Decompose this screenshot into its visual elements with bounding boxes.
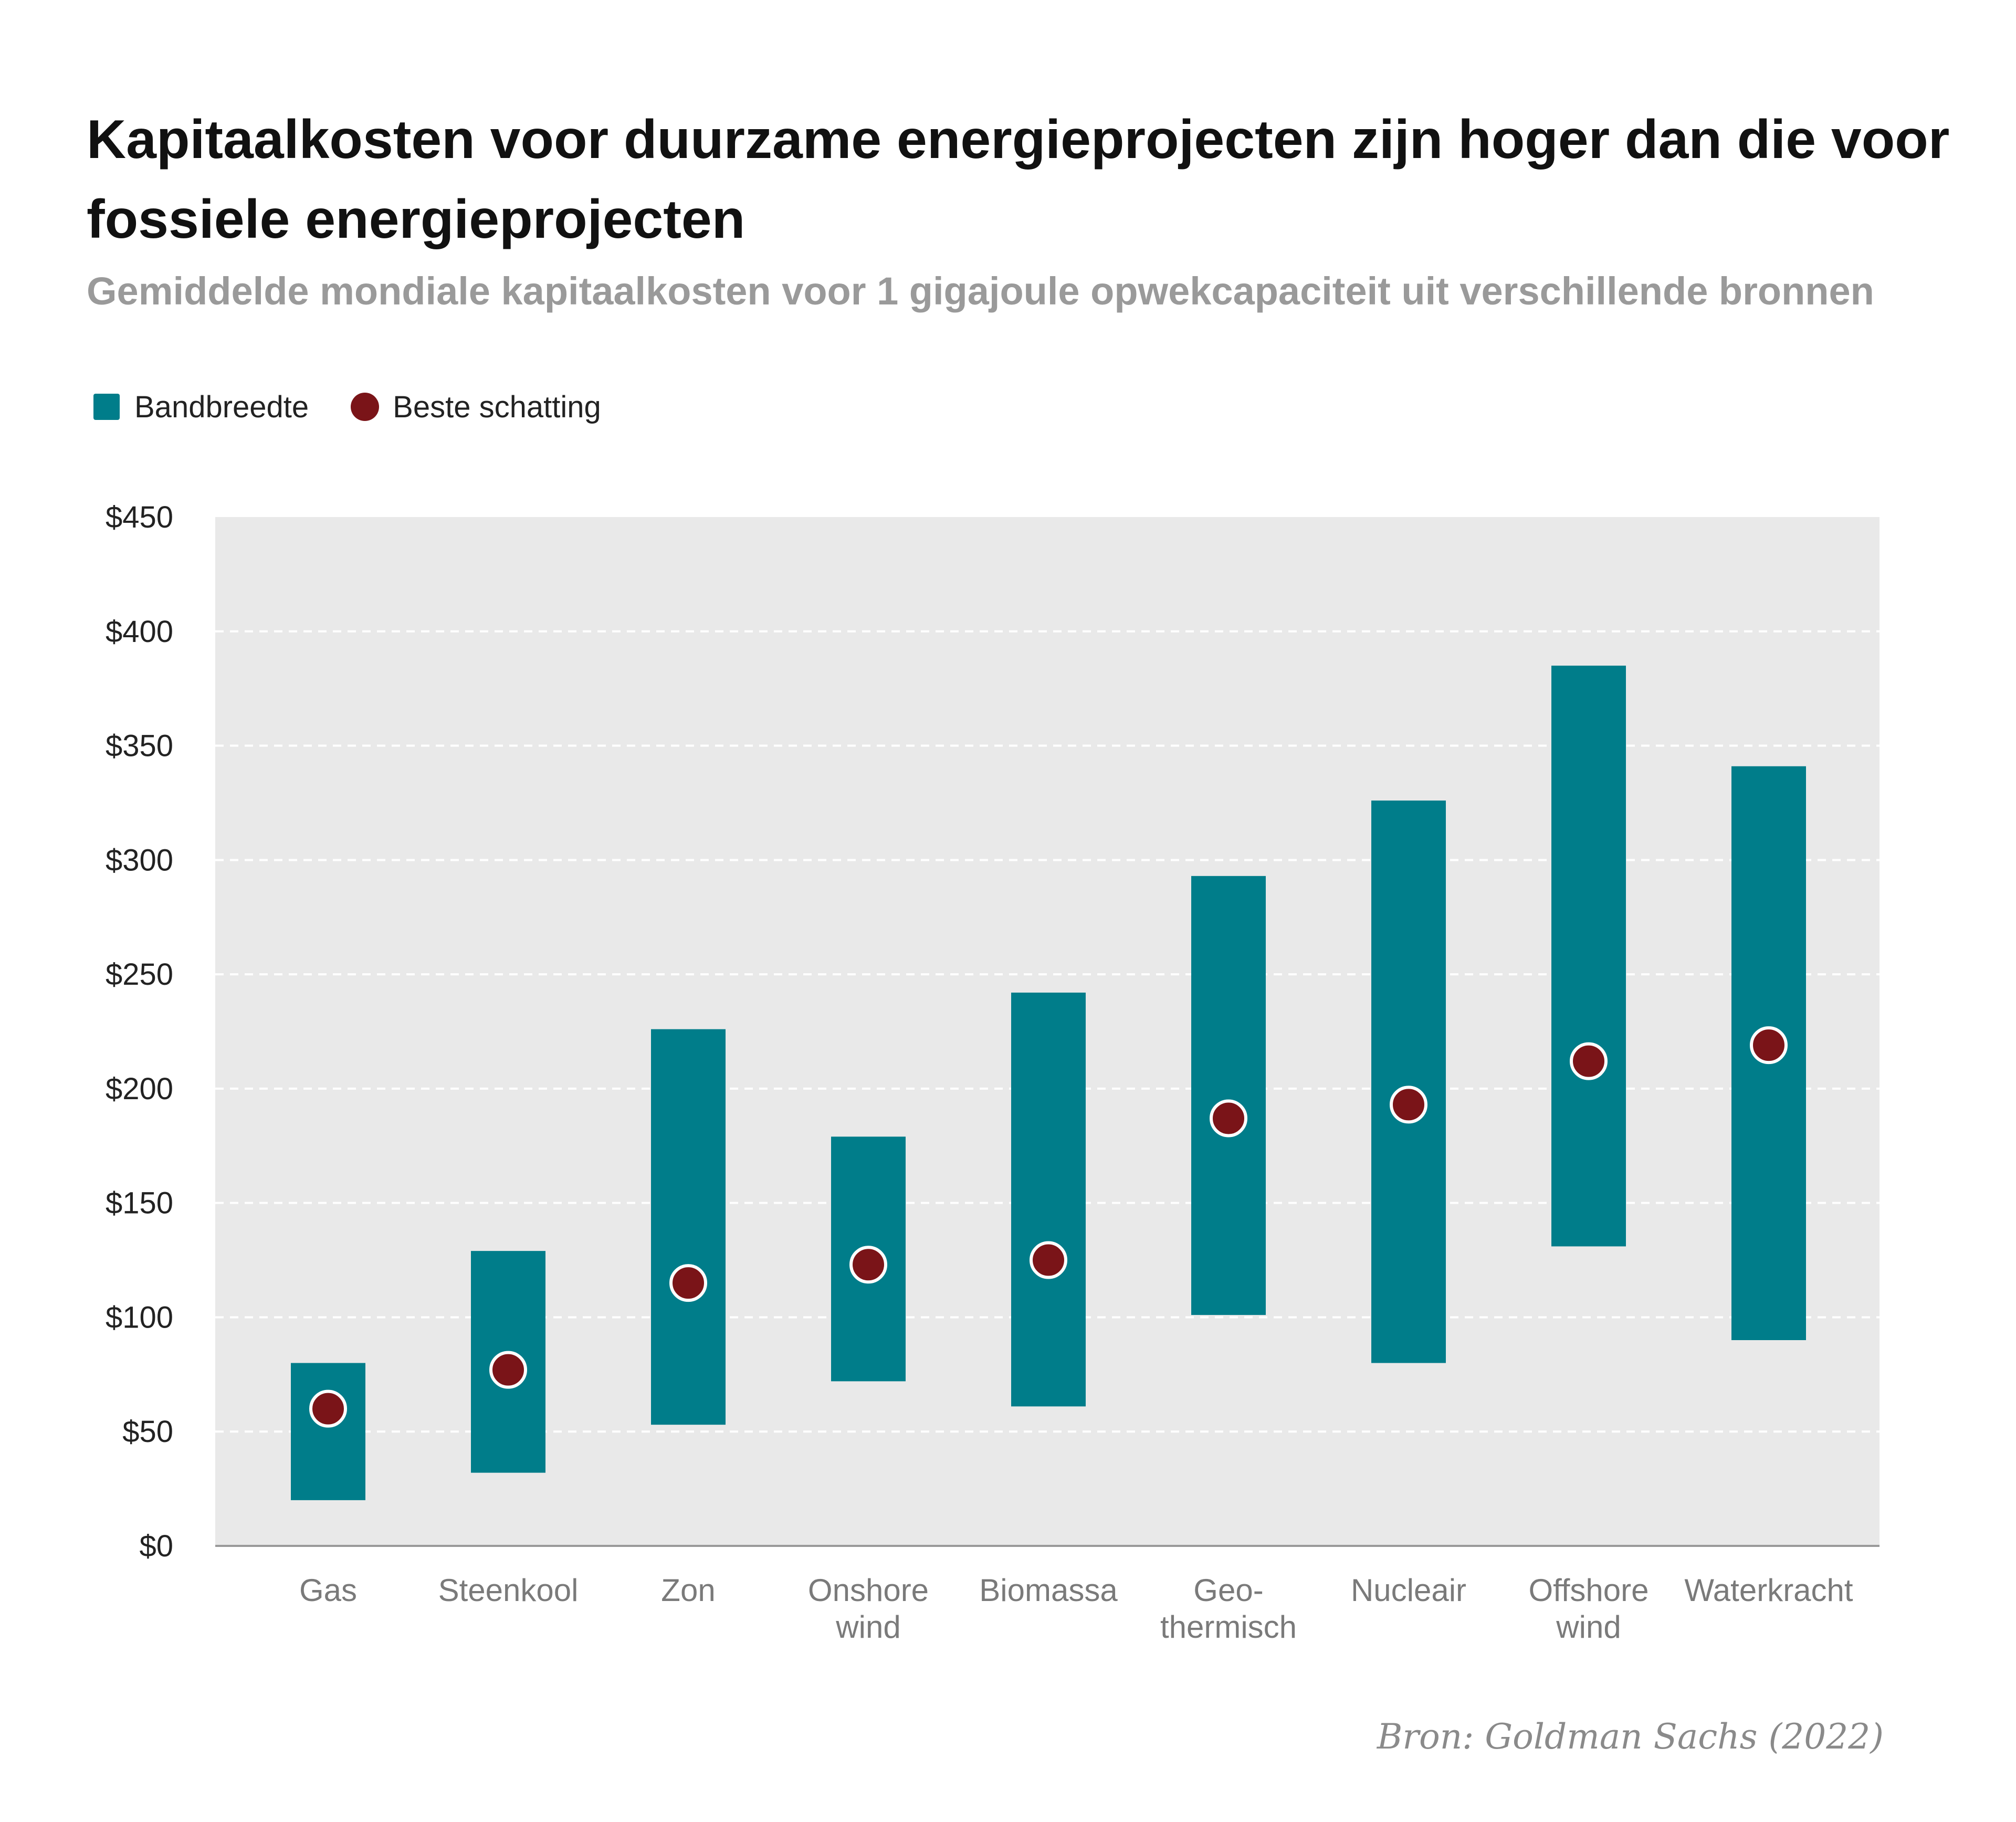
x-tick-label-line: thermisch <box>1160 1609 1297 1645</box>
legend: Bandbreedte Beste schatting <box>93 386 643 428</box>
y-tick-label: $50 <box>122 1415 173 1449</box>
x-tick-label: Nucleair <box>1351 1573 1466 1608</box>
range-bar <box>1011 992 1086 1407</box>
chart-subtitle: Gemiddelde mondiale kapitaalkosten voor … <box>87 269 1874 313</box>
legend-band-swatch <box>93 394 120 420</box>
x-tick-label-line: wind <box>1556 1609 1621 1645</box>
x-tick-label: Gas <box>299 1573 357 1608</box>
chart-title: Kapitaalkosten voor duurzame energieproj… <box>87 109 1950 250</box>
range-bar <box>291 1363 365 1500</box>
x-tick-label-line: Onshore <box>808 1573 929 1608</box>
y-tick-label: $150 <box>106 1186 173 1220</box>
best-estimate-dot <box>1030 1241 1067 1279</box>
x-tick-label-line: Geo- <box>1193 1573 1263 1608</box>
x-tick-label-line: Steenkool <box>438 1573 579 1608</box>
y-tick-label: $100 <box>106 1300 173 1334</box>
y-tick-label: $300 <box>106 843 173 877</box>
best-estimate-dot <box>1210 1099 1247 1138</box>
best-estimate-dot <box>489 1351 527 1389</box>
x-tick-label-line: Gas <box>299 1573 357 1608</box>
x-tick-label: Biomassa <box>979 1573 1118 1608</box>
best-estimate-dot <box>669 1264 707 1302</box>
x-tick-label: Zon <box>661 1573 715 1608</box>
range-bar <box>1191 876 1266 1315</box>
legend-band-label: Bandbreedte <box>134 389 309 424</box>
y-tick-label: $350 <box>106 729 173 763</box>
x-tick-label-line: Offshore <box>1528 1573 1648 1608</box>
x-tick-label-line: Waterkracht <box>1684 1573 1853 1608</box>
x-tick-label: Offshore wind <box>1528 1573 1648 1645</box>
x-tick-label: Geo-thermisch <box>1160 1573 1297 1645</box>
x-tick-label-line: Biomassa <box>979 1573 1118 1608</box>
legend-best-label: Beste schatting <box>393 389 601 424</box>
legend-item-best: Beste schatting <box>351 389 601 425</box>
x-tick-label-line: Nucleair <box>1351 1573 1466 1608</box>
y-tick-label: $450 <box>106 500 173 534</box>
y-tick-label: $250 <box>106 957 173 992</box>
y-tick-label: $200 <box>106 1072 173 1106</box>
range-bar <box>651 1029 726 1425</box>
source-note: Bron: Goldman Sachs (2022) <box>1377 1716 1884 1757</box>
range-bar <box>1551 666 1626 1247</box>
best-estimate-dot <box>1570 1042 1608 1080</box>
range-bar <box>1371 801 1446 1363</box>
y-tick-label: $400 <box>106 615 173 649</box>
x-tick-label: Onshore wind <box>808 1573 929 1645</box>
legend-best-swatch <box>351 393 380 421</box>
legend-item-band: Bandbreedte <box>93 389 309 425</box>
best-estimate-dot <box>1390 1086 1427 1124</box>
best-estimate-dot <box>309 1389 347 1428</box>
x-tick-label-line: wind <box>835 1609 900 1645</box>
x-tick-label: Waterkracht <box>1684 1573 1853 1608</box>
best-estimate-dot <box>1750 1026 1788 1065</box>
y-tick-label: $0 <box>139 1529 173 1563</box>
x-tick-label: Steenkool <box>438 1573 579 1608</box>
best-estimate-dot <box>849 1246 887 1284</box>
x-tick-label-line: Zon <box>661 1573 715 1608</box>
